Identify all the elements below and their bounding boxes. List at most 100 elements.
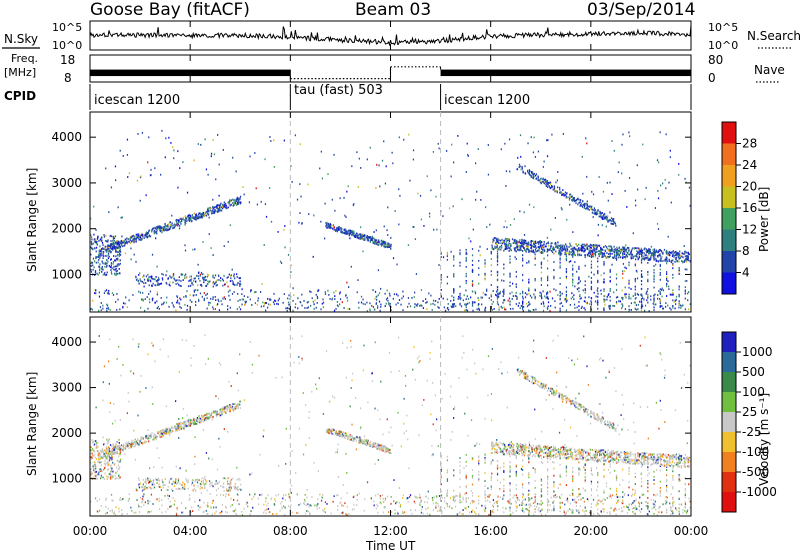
heat-cell: [172, 227, 174, 230]
heat-cell: [132, 234, 135, 237]
heat-cell: [92, 257, 95, 260]
heat-cell: [421, 506, 423, 508]
heat-cell: [138, 236, 140, 239]
heat-cell: [131, 235, 133, 238]
heat-cell: [531, 497, 533, 500]
heat-cell: [115, 268, 117, 270]
heat-cell: [430, 303, 432, 306]
heat-cell: [267, 306, 269, 309]
heat-cell: [684, 250, 686, 253]
heat-cell: [619, 252, 621, 255]
heat-cell: [151, 275, 153, 278]
heat-cell: [552, 248, 554, 250]
heat-cell: [361, 236, 363, 239]
heat-cell: [327, 289, 329, 292]
heat-cell: [590, 301, 593, 304]
heat-cell: [453, 288, 455, 290]
heat-cell: [609, 211, 611, 214]
heat-cell: [112, 245, 114, 248]
heat-cell: [101, 237, 103, 239]
heat-cell: [519, 247, 522, 250]
heat-cell: [377, 294, 379, 297]
heat-cell: [210, 155, 212, 158]
heat-cell: [141, 498, 144, 500]
heat-cell: [522, 297, 524, 300]
heat-cell: [241, 288, 243, 291]
heat-cell: [201, 213, 203, 216]
heat-cell: [540, 247, 543, 250]
heat-cell: [643, 298, 645, 301]
heat-cell: [599, 250, 601, 253]
heat-cell: [453, 161, 455, 164]
heat-cell: [573, 294, 575, 297]
heat-cell: [474, 292, 477, 295]
heat-cell: [521, 244, 523, 247]
heat-cell: [606, 246, 608, 248]
heat-cell: [519, 210, 521, 213]
heat-cell: [92, 268, 94, 271]
heat-cell: [591, 244, 593, 247]
heat-cell: [609, 511, 611, 514]
heat-cell: [574, 498, 576, 501]
heat-cell: [106, 292, 109, 295]
heat-cell: [430, 189, 432, 192]
heat-cell: [148, 234, 151, 237]
heat-cell: [622, 277, 624, 280]
heat-cell: [613, 291, 615, 294]
heat-cell: [523, 305, 525, 308]
heat-cell: [157, 282, 159, 285]
heat-cell: [381, 242, 383, 245]
heat-cell: [655, 251, 658, 253]
heat-cell: [208, 213, 210, 216]
heat-cell: [156, 307, 158, 310]
heat-cell: [555, 245, 558, 248]
heat-cell: [104, 261, 106, 264]
heat-cell: [659, 265, 661, 268]
heat-cell: [628, 286, 630, 289]
heat-cell: [568, 260, 571, 263]
heat-cell: [565, 253, 567, 256]
heat-cell: [577, 197, 579, 200]
heat-cell: [472, 228, 474, 231]
heat-cell: [195, 218, 197, 221]
heat-cell: [387, 242, 389, 245]
heat-cell: [169, 500, 171, 503]
heat-cell: [201, 285, 203, 287]
heat-cell: [641, 249, 644, 252]
heat-cell: [206, 297, 208, 300]
heat-cell: [496, 259, 499, 262]
heat-cell: [269, 187, 271, 189]
heat-cell: [520, 155, 522, 158]
heat-cell: [631, 493, 634, 496]
heat-cell: [212, 306, 214, 309]
heat-cell: [379, 497, 381, 500]
heat-cell: [413, 500, 415, 503]
heat-cell: [503, 288, 505, 291]
heat-cell: [486, 248, 488, 251]
heat-cell: [514, 238, 516, 241]
heat-cell: [116, 270, 118, 272]
heat-cell: [212, 207, 214, 209]
heat-cell: [124, 242, 126, 245]
heat-cell: [647, 280, 649, 283]
heat-cell: [120, 499, 122, 502]
heat-cell: [471, 301, 474, 303]
heat-cell: [331, 298, 333, 301]
heat-cell: [229, 405, 232, 408]
heat-cell: [576, 306, 578, 309]
heat-cell: [356, 291, 358, 294]
heat-cell: [241, 510, 243, 513]
heat-cell: [477, 304, 479, 307]
heat-cell: [484, 309, 486, 312]
heat-cell: [169, 284, 171, 287]
heat-cell: [577, 282, 579, 285]
heat-cell: [507, 238, 509, 240]
heat-cell: [133, 445, 135, 448]
heat-cell: [509, 272, 511, 275]
heat-cell: [549, 181, 551, 184]
heat-cell: [653, 298, 655, 301]
heat-cell: [453, 296, 455, 299]
heat-cell: [559, 254, 561, 257]
heat-cell: [515, 303, 517, 305]
heat-cell: [540, 241, 543, 243]
